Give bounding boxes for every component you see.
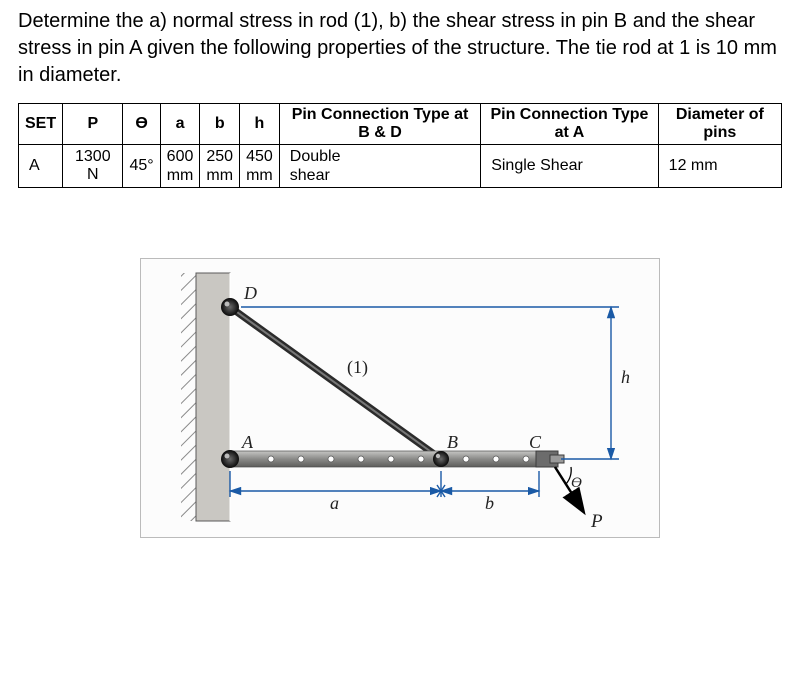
cell-h: 450mm <box>240 145 280 188</box>
cell-b-val: 250 <box>206 147 233 166</box>
table-header-row: SET P ϴ a b h Pin Connection Type at B &… <box>19 104 782 145</box>
properties-table: SET P ϴ a b h Pin Connection Type at B &… <box>18 103 782 188</box>
svg-text:(1): (1) <box>347 357 368 378</box>
cell-pinbd: Doubleshear <box>279 145 480 188</box>
cell-pina: Single Shear <box>481 145 658 188</box>
svg-text:D: D <box>243 283 257 303</box>
cell-a-val: 600 <box>167 147 194 166</box>
cell-b: 250mm <box>200 145 240 188</box>
pin-B <box>433 451 449 467</box>
svg-text:B: B <box>447 432 458 452</box>
cell-h-val: 450 <box>246 147 273 166</box>
cell-b-unit: mm <box>206 166 233 185</box>
cell-set: A <box>19 145 63 188</box>
col-pin-bd: Pin Connection Type at B & D <box>279 104 480 145</box>
cell-diam: 12 mm <box>658 145 781 188</box>
cell-h-unit: mm <box>246 166 273 185</box>
cell-pinbd-1: Double <box>290 147 474 166</box>
svg-text:a: a <box>330 493 339 513</box>
problem-statement: Determine the a) normal stress in rod (1… <box>18 8 782 89</box>
col-b: b <box>200 104 240 145</box>
pin-A <box>221 450 239 468</box>
col-pin-a: Pin Connection Type at A <box>481 104 658 145</box>
col-diam: Diameter of pins <box>658 104 781 145</box>
cell-pinbd-2: shear <box>290 166 474 185</box>
cell-a-unit: mm <box>167 166 194 185</box>
svg-text:ϴ: ϴ <box>571 475 582 491</box>
svg-text:P: P <box>590 511 603 532</box>
table-row: A 1300 N 45° 600mm 250mm 450mm Doubleshe… <box>19 145 782 188</box>
svg-text:b: b <box>485 493 494 513</box>
col-a: a <box>160 104 200 145</box>
col-theta: ϴ <box>123 104 160 145</box>
col-set: SET <box>19 104 63 145</box>
cell-p: 1300 N <box>63 145 123 188</box>
cell-a: 600mm <box>160 145 200 188</box>
svg-text:h: h <box>621 367 630 387</box>
svg-text:A: A <box>241 432 254 452</box>
svg-text:C: C <box>529 432 542 452</box>
col-h: h <box>240 104 280 145</box>
bracket-C <box>536 451 564 467</box>
cell-theta: 45° <box>123 145 160 188</box>
structure-diagram: D A B C (1) a b h ϴ P <box>140 258 660 538</box>
pin-D <box>221 298 239 316</box>
col-p: P <box>63 104 123 145</box>
wall-hatch <box>181 273 196 521</box>
dim-h <box>241 307 619 459</box>
